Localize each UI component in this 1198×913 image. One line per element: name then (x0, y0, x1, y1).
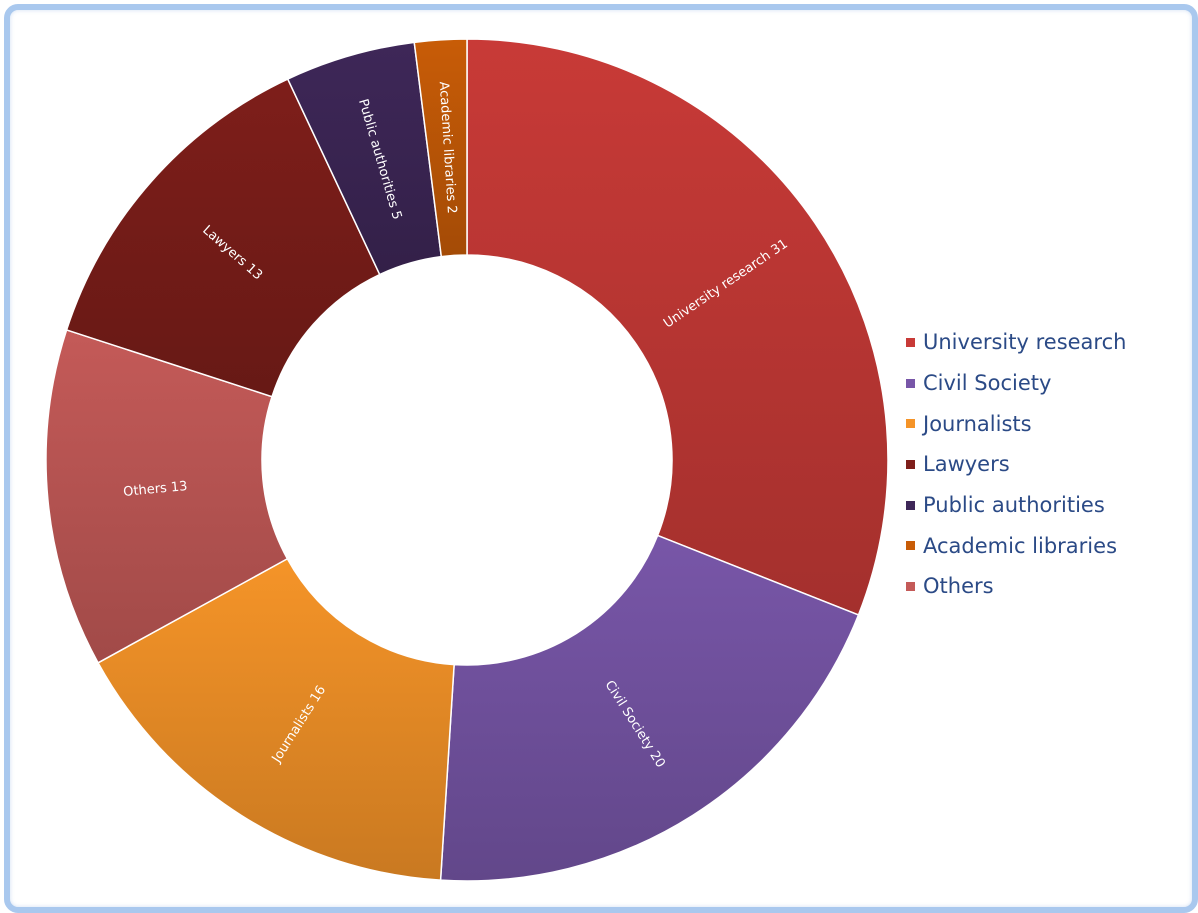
legend-swatch (906, 459, 915, 469)
donut-slice-civil-society (439, 534, 860, 882)
legend: University research Civil Society Journa… (906, 322, 1126, 607)
donut-slice-journalists (97, 557, 455, 881)
legend-item-others: Others (906, 566, 1126, 607)
donut-slices (45, 38, 889, 882)
donut-slice-academic-libraries (413, 38, 468, 258)
legend-swatch (906, 337, 915, 347)
legend-swatch (906, 500, 915, 510)
legend-label: Lawyers (923, 452, 1010, 477)
legend-item-university-research: University research (906, 322, 1126, 363)
slice-label-others: Others 13 (123, 479, 188, 500)
donut-slice-others (45, 328, 289, 664)
legend-label: Journalists (923, 411, 1032, 436)
donut-slice-lawyers (65, 78, 381, 398)
legend-item-academic-libraries: Academic libraries (906, 525, 1126, 566)
legend-swatch (906, 541, 915, 551)
donut-slice-university-research (466, 38, 889, 616)
legend-swatch (906, 378, 915, 388)
legend-label: Academic libraries (923, 533, 1118, 558)
legend-item-public-authorities: Public authorities (906, 485, 1126, 526)
legend-label: Public authorities (923, 493, 1105, 518)
legend-swatch (906, 581, 915, 591)
legend-label: Civil Society (923, 371, 1052, 396)
legend-swatch (906, 419, 915, 429)
legend-item-journalists: Journalists (906, 403, 1126, 444)
legend-label: Others (923, 574, 994, 599)
legend-item-civil-society: Civil Society (906, 363, 1126, 404)
legend-label: University research (923, 330, 1127, 355)
legend-item-lawyers: Lawyers (906, 444, 1126, 485)
